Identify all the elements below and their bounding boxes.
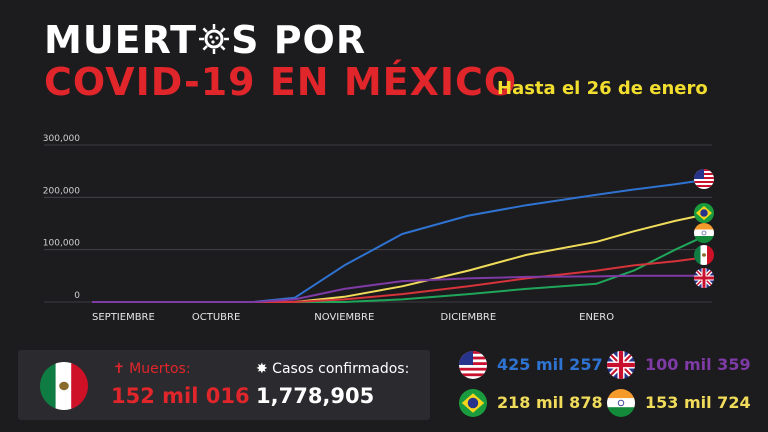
x-tick-label: ENERO: [579, 312, 614, 323]
uk-flag-icon: [607, 351, 635, 379]
mexico-flag-icon: [40, 362, 88, 410]
y-tick-label: 0: [74, 291, 80, 301]
brazil-deaths: 218 mil 878: [497, 393, 603, 412]
y-tick-label: 200,000: [43, 186, 80, 196]
uk-end-flag-icon: [694, 268, 714, 288]
usa-deaths: 425 mil 257: [497, 355, 603, 374]
brazil-flag-icon: [459, 389, 487, 417]
india-end-flag-icon: [694, 223, 714, 243]
cases-label: ✸ Casos confirmados:: [256, 361, 410, 377]
series-line-usa: [92, 179, 701, 303]
series-line-brazil: [92, 214, 701, 303]
deaths-value: 152 mil 016: [111, 384, 250, 408]
deaths-label: ✝ Muertos:: [113, 361, 191, 377]
virus-icon: [197, 21, 231, 55]
usa-end-flag-icon: [694, 169, 714, 189]
title-part-2: S POR: [231, 18, 367, 62]
india-deaths: 153 mil 724: [645, 393, 751, 412]
india-flag-icon: [607, 389, 635, 417]
date-note: Hasta el 26 de enero: [497, 78, 708, 99]
brazil-end-flag-icon: [694, 203, 714, 223]
x-tick-label: DICIEMBRE: [441, 312, 497, 323]
uk-deaths: 100 mil 359: [645, 355, 751, 374]
series-line-india: [92, 237, 701, 303]
mexico-stats-panel: ✝ Muertos: 152 mil 016 ✸ Casos confirmad…: [18, 350, 430, 420]
title-part-1: MUERT: [44, 18, 198, 62]
series-line-uk: [92, 274, 700, 303]
x-tick-label: SEPTIEMBRE: [92, 312, 155, 323]
cases-value: 1,778,905: [256, 384, 375, 408]
x-tick-label: OCTUBRE: [192, 312, 240, 323]
title-line-2: COVID-19 EN MÉXICO: [44, 60, 518, 104]
x-tick-label: NOVIEMBRE: [314, 312, 374, 323]
y-tick-label: 300,000: [43, 134, 80, 144]
title-line-1: MUERT S POR: [44, 18, 366, 62]
mexico-end-flag-icon: [694, 245, 714, 265]
y-tick-label: 100,000: [43, 239, 80, 249]
usa-flag-icon: [459, 351, 487, 379]
